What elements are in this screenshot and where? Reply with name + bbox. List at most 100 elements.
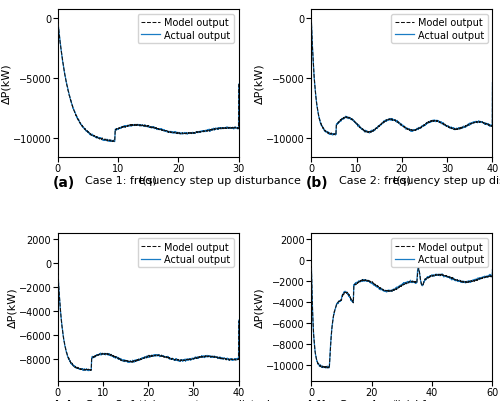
Model output [64,83,70,88]
Actual output [451,277,457,282]
Model output [308,17,314,22]
Model output [396,285,402,290]
Model output [330,133,336,138]
Text: Case 3: frequency step up disturbance: Case 3: frequency step up disturbance [85,399,301,401]
X-axis label: t(s): t(s) [138,399,158,401]
Actual output [138,124,144,129]
Model output [318,121,324,126]
Actual output [142,125,148,130]
Actual output [142,354,148,359]
Model output [318,363,324,368]
Legend: Model output, Actual output: Model output, Actual output [391,15,488,44]
Actual output [230,358,236,363]
Model output [392,119,398,124]
Y-axis label: ΔP(kW): ΔP(kW) [255,63,265,104]
Model output [490,267,496,272]
Model output [64,351,70,356]
Actual output [64,350,70,355]
Model output [54,16,60,21]
Actual output [230,358,236,363]
Model output [451,277,457,282]
Model output [198,130,203,135]
Model output [308,260,314,265]
Line: Actual output: Actual output [311,20,492,136]
Model output [230,357,236,362]
Line: Actual output: Actual output [311,263,492,368]
Line: Model output: Model output [311,20,492,136]
Text: (d): (d) [306,399,329,401]
Model output [484,275,490,279]
Model output [484,275,490,279]
Actual output [198,355,203,360]
Actual output [484,275,490,279]
Actual output [138,356,144,361]
Actual output [230,126,236,131]
Actual output [484,122,490,127]
Actual output [318,363,324,367]
Actual output [484,122,490,127]
Model output [198,354,203,359]
Actual output [85,369,91,373]
Model output [84,368,89,373]
Actual output [112,140,117,145]
Legend: Model output, Actual output: Model output, Actual output [391,239,488,268]
Actual output [323,366,329,371]
Line: Model output: Model output [311,263,492,368]
Model output [325,366,331,371]
Legend: Model output, Actual output: Model output, Actual output [138,15,234,44]
Model output [230,357,236,362]
Actual output [392,288,398,292]
Actual output [451,127,457,132]
Model output [484,122,490,127]
Line: Actual output: Actual output [58,264,239,371]
Model output [54,262,60,267]
Actual output [54,17,60,22]
Text: Case 1: frequency step up disturbance: Case 1: frequency step up disturbance [85,175,301,185]
Model output [142,124,148,129]
Legend: Model output, Actual output: Model output, Actual output [138,239,234,268]
Model output [236,319,242,324]
Model output [110,140,116,145]
Actual output [64,82,70,87]
X-axis label: t(s): t(s) [392,399,411,401]
Actual output [236,83,242,87]
Model output [490,81,496,86]
Actual output [198,130,203,135]
Actual output [392,119,398,124]
Actual output [490,267,496,272]
Y-axis label: ΔP(kW): ΔP(kW) [255,287,265,328]
X-axis label: t(s): t(s) [138,175,158,185]
Actual output [330,133,336,138]
Model output [451,127,457,132]
Model output [484,122,490,127]
Actual output [54,262,60,267]
Text: (a): (a) [52,175,75,189]
Actual output [484,274,490,279]
Actual output [318,122,324,126]
Actual output [308,18,314,22]
Model output [236,83,242,87]
Line: Model output: Model output [58,264,239,371]
Model output [230,126,236,131]
X-axis label: t(s): t(s) [392,175,411,185]
Actual output [230,126,236,131]
Actual output [308,260,314,265]
Model output [392,287,398,292]
Model output [396,122,402,127]
Text: Case 2: frequency step up disturbance: Case 2: frequency step up disturbance [339,175,500,185]
Model output [230,126,236,131]
Y-axis label: ΔP(kW): ΔP(kW) [7,287,17,328]
Model output [138,124,144,129]
Actual output [490,81,496,86]
Line: Actual output: Actual output [58,19,239,142]
Y-axis label: ΔP(kW): ΔP(kW) [1,63,11,104]
Actual output [396,284,402,289]
Text: Case 4: mixed frequency up disturbance: Case 4: mixed frequency up disturbance [339,399,500,401]
Text: (c): (c) [52,399,74,401]
Model output [142,355,148,360]
Line: Model output: Model output [58,19,239,142]
Model output [138,356,144,361]
Actual output [396,121,402,126]
Text: (b): (b) [306,175,329,189]
Actual output [236,318,242,323]
